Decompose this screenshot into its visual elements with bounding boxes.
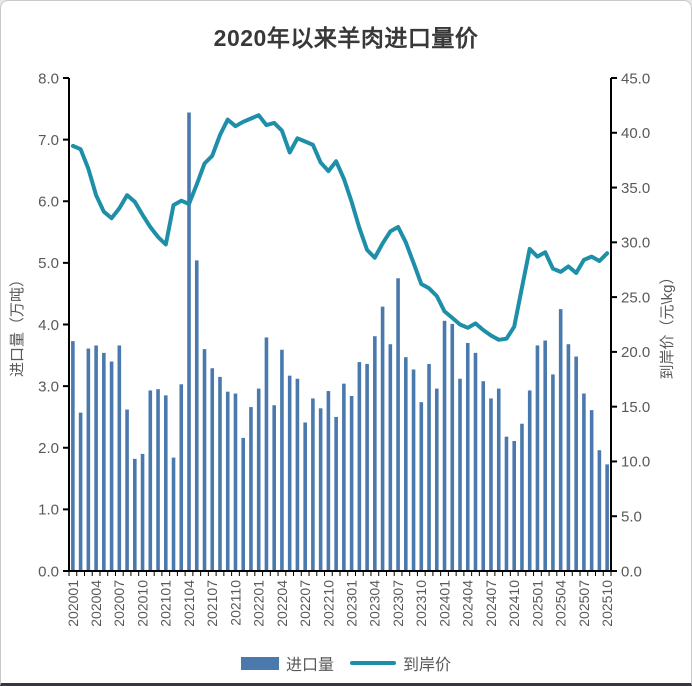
svg-text:202007: 202007 [111, 580, 127, 627]
svg-text:202204: 202204 [274, 580, 290, 627]
legend-label-cif-price: 到岸价 [403, 657, 452, 674]
svg-text:3.0: 3.0 [38, 378, 59, 395]
svg-text:202210: 202210 [320, 580, 336, 627]
svg-text:202407: 202407 [483, 580, 499, 627]
svg-text:202401: 202401 [436, 580, 452, 627]
svg-text:5.0: 5.0 [621, 508, 642, 525]
svg-text:202001: 202001 [65, 580, 81, 627]
svg-text:25.0: 25.0 [621, 289, 650, 306]
svg-text:6.0: 6.0 [38, 194, 59, 211]
svg-text:8.0: 8.0 [38, 70, 59, 87]
svg-text:40.0: 40.0 [621, 125, 650, 142]
svg-text:202207: 202207 [297, 580, 313, 627]
svg-text:202410: 202410 [506, 580, 522, 627]
combo-chart-plot: 0.0 1.0 2.0 3.0 4.0 5.0 6.0 7.0 8.0 0.0 5.0 10.0 15.… [9, 70, 676, 627]
legend-swatch-import-volume [240, 656, 279, 670]
svg-text:202101: 202101 [158, 580, 174, 627]
svg-text:35.0: 35.0 [621, 180, 650, 197]
svg-text:202507: 202507 [576, 580, 592, 627]
svg-text:202307: 202307 [390, 580, 406, 627]
svg-text:202504: 202504 [553, 580, 569, 627]
svg-text:202201: 202201 [251, 580, 267, 627]
svg-text:202104: 202104 [181, 580, 197, 627]
svg-text:202310: 202310 [413, 580, 429, 627]
svg-text:4.0: 4.0 [38, 317, 59, 334]
svg-text:202510: 202510 [599, 580, 615, 627]
svg-text:202301: 202301 [344, 580, 360, 627]
svg-text:0.0: 0.0 [38, 563, 59, 580]
svg-text:202501: 202501 [529, 580, 545, 627]
svg-text:2.0: 2.0 [38, 440, 59, 457]
svg-text:45.0: 45.0 [621, 70, 650, 87]
svg-text:到岸价（元\kg）: 到岸价（元\kg） [659, 269, 676, 379]
svg-text:202404: 202404 [460, 580, 476, 627]
svg-text:15.0: 15.0 [621, 399, 650, 416]
svg-text:202304: 202304 [367, 580, 383, 627]
svg-text:10.0: 10.0 [621, 454, 650, 471]
svg-text:5.0: 5.0 [38, 255, 59, 272]
legend: 进口量 到岸价 [1, 651, 691, 675]
svg-text:20.0: 20.0 [621, 344, 650, 361]
svg-text:进口量（万吨）: 进口量（万吨） [9, 272, 26, 377]
svg-text:0.0: 0.0 [621, 563, 642, 580]
chart-title: 2020年以来羊肉进口量价 [213, 25, 479, 51]
svg-text:7.0: 7.0 [38, 132, 59, 149]
legend-label-import-volume: 进口量 [285, 657, 334, 674]
svg-text:202110: 202110 [227, 580, 243, 626]
legend-swatch-cif-price [350, 661, 396, 665]
svg-text:30.0: 30.0 [621, 235, 650, 252]
svg-text:1.0: 1.0 [38, 502, 59, 519]
svg-text:202004: 202004 [88, 580, 104, 627]
svg-text:202107: 202107 [204, 580, 220, 627]
svg-text:202010: 202010 [134, 580, 150, 627]
